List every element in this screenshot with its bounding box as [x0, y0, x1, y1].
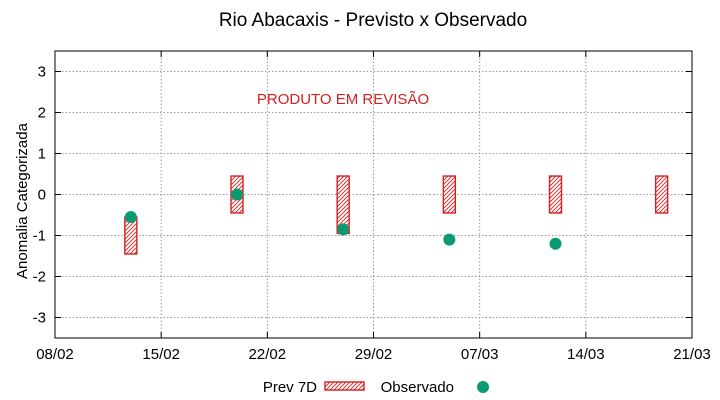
plot-frame [54, 50, 693, 339]
review-annotation: PRODUTO EM REVISÃO [257, 91, 429, 108]
x-tick-label: 14/03 [567, 346, 605, 363]
y-axis-ticks: -3 -2 -1 0 1 2 3 [33, 64, 692, 327]
y-tick-label: -2 [33, 269, 46, 286]
y-tick-label: -3 [33, 310, 46, 327]
observado-point [443, 233, 456, 246]
prev7d-range-box [654, 175, 669, 214]
y-axis-label: Anomalia Categorizada [14, 122, 31, 279]
y-tick-label: 1 [38, 146, 46, 163]
legend-label-observado: Observado [381, 379, 454, 396]
grid [55, 51, 692, 338]
legend-swatch-prev7d [324, 381, 365, 391]
legend: Prev 7D Observado [263, 379, 489, 396]
legend-swatch-observado [477, 381, 489, 393]
observado-point [337, 223, 350, 236]
x-tick-label: 29/02 [355, 346, 393, 363]
chart-marks [124, 175, 669, 255]
x-tick-label: 21/03 [673, 346, 711, 363]
observado-point [549, 237, 562, 250]
prev7d-range-box [442, 175, 457, 214]
chart-title: Rio Abacaxis - Previsto x Observado [219, 10, 527, 31]
observado-point [231, 188, 243, 201]
y-tick-label: 3 [38, 64, 46, 81]
x-axis-ticks: 08/02 15/02 22/02 29/02 07/03 14/03 21/03 [36, 51, 711, 363]
y-tick-label: -1 [33, 228, 46, 245]
prev7d-range-box [548, 175, 563, 214]
x-tick-label: 08/02 [36, 346, 74, 363]
x-tick-label: 22/02 [249, 346, 287, 363]
x-tick-label: 15/02 [142, 346, 180, 363]
x-tick-label: 07/03 [461, 346, 499, 363]
legend-label-prev7d: Prev 7D [263, 379, 317, 396]
y-tick-label: 2 [38, 105, 46, 122]
y-tick-label: 0 [38, 187, 46, 204]
observado-point [124, 211, 137, 224]
